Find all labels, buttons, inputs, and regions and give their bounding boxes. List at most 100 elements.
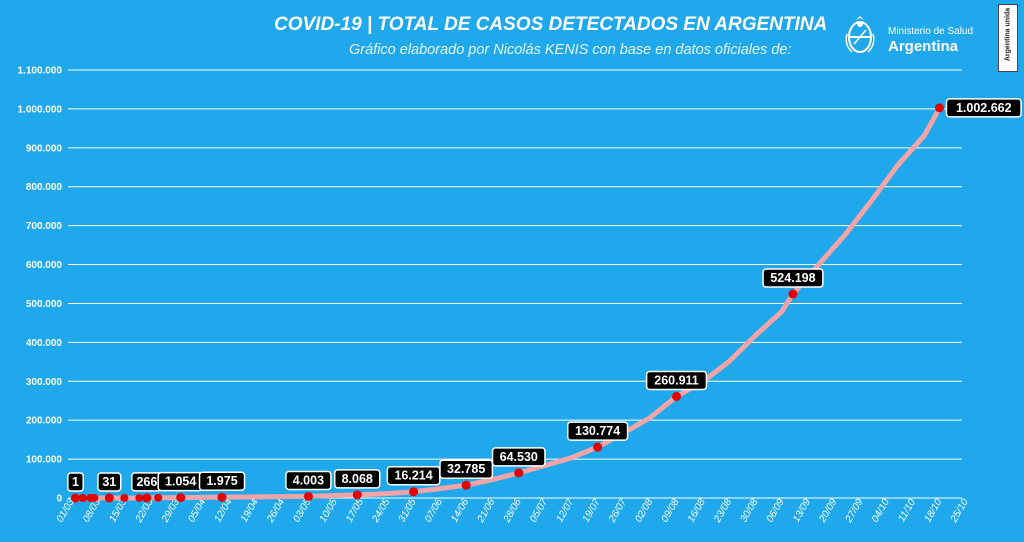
x-tick-label: 28/06 [501, 497, 524, 525]
y-tick-label: 900.000 [26, 143, 63, 154]
data-label-box [67, 472, 84, 492]
x-tick-label: 05/07 [528, 497, 550, 525]
data-point [788, 289, 798, 299]
data-label-box [285, 470, 332, 491]
y-tick-label: 0 [56, 494, 62, 505]
x-tick-label: 30/08 [738, 497, 760, 525]
x-tick-label: 24/05 [370, 497, 393, 525]
x-tick-label: 02/08 [633, 497, 655, 525]
data-point [352, 490, 362, 500]
data-point [79, 493, 88, 502]
y-tick-label: 1.000.000 [18, 104, 63, 115]
data-label: 4.003 [293, 473, 324, 487]
data-point [934, 103, 944, 113]
x-tick-label: 12/07 [554, 497, 576, 525]
side-badge-text: Argentina unida [1004, 7, 1012, 62]
x-tick-label: 20/09 [817, 497, 840, 525]
series-path [73, 105, 942, 501]
data-label-box [645, 370, 708, 391]
y-tick-label: 200.000 [26, 416, 63, 427]
x-tick-label: 11/10 [896, 497, 918, 524]
data-label: 524.198 [770, 271, 815, 285]
y-tick-label: 100.000 [26, 455, 63, 466]
ministry-line-2: Argentina [888, 38, 959, 55]
data-point [409, 487, 419, 497]
y-tick-label: 300.000 [26, 377, 63, 388]
data-point [176, 493, 186, 503]
x-tick-label: 04/10 [870, 497, 892, 525]
x-tick-label: 07/06 [423, 497, 445, 525]
data-label: 130.774 [575, 424, 620, 438]
data-label-box [333, 469, 381, 489]
x-tick-label: 03/05 [291, 497, 313, 525]
x-tick-label: 06/09 [765, 497, 787, 525]
data-point [514, 468, 524, 478]
data-point [593, 442, 603, 452]
data-label-box [198, 471, 246, 491]
x-tick-label: 23/08 [712, 497, 735, 525]
y-tick-label: 800.000 [26, 182, 63, 193]
data-label: 16.214 [394, 469, 432, 483]
x-tick-label: 27/09 [843, 497, 866, 525]
data-label: 64.530 [500, 450, 538, 464]
chart-subtitle: Gráfico elaborado por Nicolás KENIS con … [349, 42, 792, 58]
data-point [672, 391, 682, 401]
data-label-box [439, 459, 494, 479]
x-tick-label: 10/05 [318, 497, 340, 525]
data-label: 8.068 [342, 472, 373, 486]
data-label-box [566, 421, 629, 441]
data-point [154, 493, 163, 502]
grid-lines [68, 69, 962, 499]
data-point [217, 492, 227, 502]
y-tick-label: 600.000 [26, 260, 63, 271]
data-point [71, 493, 81, 503]
data-label-box [97, 472, 122, 492]
data-point [135, 493, 144, 502]
data-label: 31 [102, 475, 116, 489]
chart-title: COVID-19 | TOTAL DE CASOS DETECTADOS EN … [274, 14, 828, 35]
data-label: 260.911 [654, 373, 699, 387]
data-point [104, 493, 114, 503]
x-tick-label: 13/09 [791, 497, 813, 525]
x-tick-label: 05/04 [186, 497, 208, 525]
x-tick-label: 14/06 [449, 497, 471, 525]
data-labels: 1 31 266 1.054 1.975 4.003 8.068 16.214 32.785 64… [67, 98, 1022, 492]
data-label: 1.054 [165, 475, 196, 489]
x-tick-label: 19/07 [581, 497, 603, 525]
x-tick-label: 21/06 [475, 497, 498, 525]
argentina-unida-badge: Argentina unida [998, 4, 1018, 72]
data-point [461, 480, 471, 490]
x-tick-label: 18/10 [923, 497, 945, 525]
data-label: 1 [72, 475, 79, 489]
data-label-box [945, 98, 1022, 118]
data-label-box [762, 268, 824, 288]
data-label-box [491, 447, 546, 467]
x-tick-label: 19/04 [239, 497, 261, 525]
x-tick-label: 16/08 [686, 497, 708, 525]
x-tick-label: 31/05 [397, 497, 419, 525]
y-tick-label: 500.000 [26, 299, 63, 310]
data-label: 1.975 [206, 474, 237, 488]
data-label: 32.785 [447, 462, 485, 476]
series-line [73, 105, 942, 501]
x-tick-label: 26/07 [606, 497, 629, 525]
x-tick-label: 26/04 [265, 497, 288, 525]
x-tick-label: 09/08 [660, 497, 682, 525]
y-tick-label: 1.100.000 [18, 66, 63, 77]
data-label: 266 [136, 475, 157, 489]
x-tick-label: 25/10 [948, 497, 971, 525]
ministry-line-1: Ministerio de Salud [888, 26, 974, 37]
x-axis-ticks: 01/03 08/03 15/03 22/03 29/03 05/04 12/04 19/04… [55, 497, 971, 525]
data-markers [71, 103, 944, 503]
data-point [303, 491, 313, 501]
y-tick-label: 700.000 [26, 221, 63, 232]
data-point [142, 493, 152, 503]
data-label: 1.002.662 [956, 101, 1012, 115]
y-tick-label: 400.000 [26, 338, 63, 349]
data-point [120, 493, 129, 502]
y-axis-ticks: 0 100.000 200.000 300.000 400.000 500.000 600.… [18, 66, 63, 505]
coat-of-arms-icon [845, 16, 875, 53]
x-tick-label: 17/05 [344, 497, 366, 525]
